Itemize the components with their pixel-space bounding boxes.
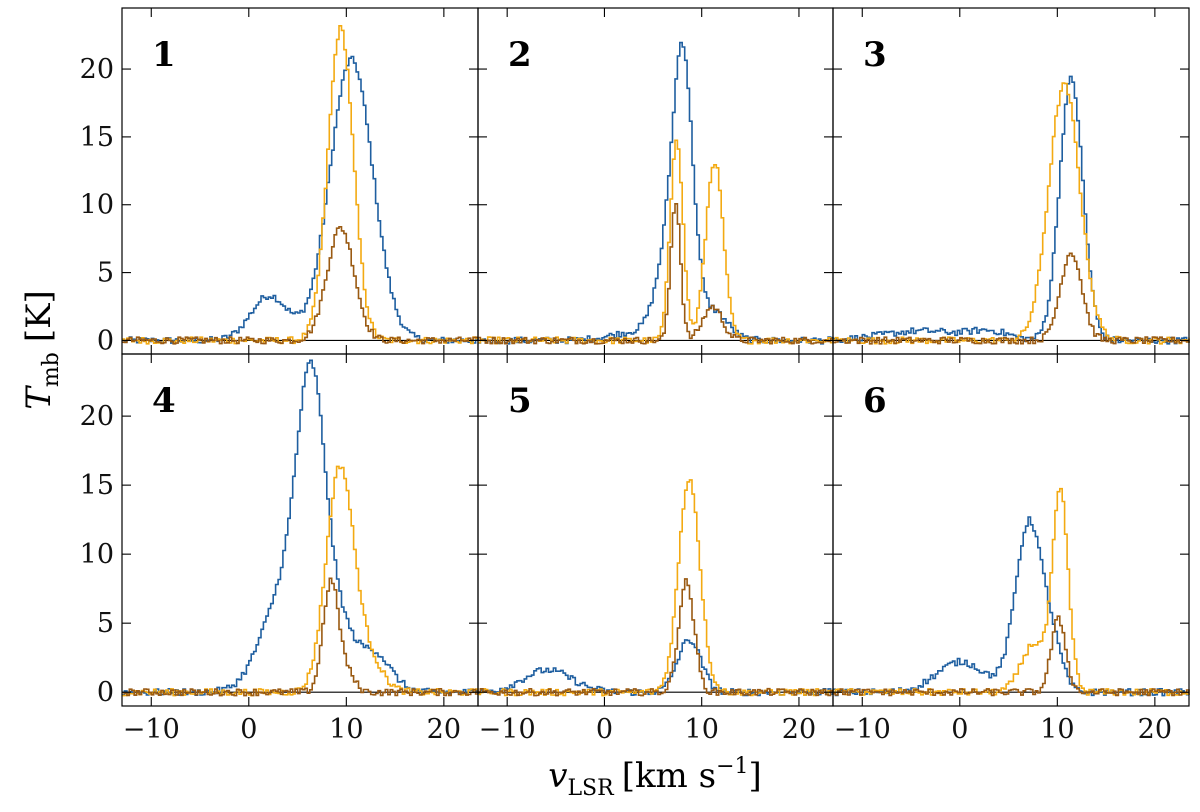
spectrum-blue	[478, 639, 834, 697]
x-tick-label: 0	[951, 714, 968, 745]
y-tick-label: 15	[80, 122, 114, 153]
y-axis-label: Tmb[K]	[19, 290, 64, 410]
y-tick-label: 0	[97, 677, 114, 708]
y-tick-label: 0	[97, 325, 114, 356]
panel-number-label: 5	[508, 381, 532, 421]
spectrum-blue	[122, 55, 479, 344]
x-tick-label: −10	[834, 714, 891, 745]
spectrum-orange	[478, 479, 834, 697]
spectrum-brown	[833, 615, 1190, 697]
x-tick-label: 0	[240, 714, 257, 745]
x-tick-label: 20	[427, 714, 461, 745]
y-tick-label: 5	[97, 258, 114, 289]
panel-3: 3	[832, 7, 1190, 355]
panel-5: −10 0 10 20 5	[477, 353, 834, 745]
panel-6: −10 0 10 20 6	[832, 353, 1190, 745]
panel-4: −10 0 10 20 0 5 10 15 20 4	[80, 353, 479, 745]
x-tick-label: 0	[596, 714, 613, 745]
y-tick-label: 10	[80, 190, 114, 221]
spectrum-orange	[122, 25, 478, 345]
panel-number-label: 4	[152, 381, 176, 421]
x-tick-label: −10	[123, 714, 180, 745]
spectrum-brown	[122, 577, 479, 697]
spectrum-brown	[478, 203, 834, 345]
spectrum-brown	[478, 578, 834, 697]
panel-number-label: 2	[508, 35, 532, 75]
y-tick-label: 15	[80, 470, 114, 501]
panel-2: 2	[477, 7, 834, 355]
x-tick-label: 20	[1138, 714, 1172, 745]
axis-labels: vLSR [km s−1] Tmb[K]	[19, 290, 762, 801]
panel-frame	[832, 353, 1190, 707]
panel-1: 0 5 10 15 20 1	[80, 7, 479, 356]
panel-number-label: 1	[152, 35, 176, 75]
panel-number-label: 3	[863, 35, 887, 75]
y-tick-label: 20	[80, 401, 114, 432]
x-axis-label: vLSR [km s−1]	[548, 754, 762, 801]
spectrum-orange	[833, 487, 1190, 697]
x-tick-label: 20	[782, 714, 816, 745]
y-tick-label: 10	[80, 539, 114, 570]
x-tick-label: 10	[329, 714, 363, 745]
y-tick-label: 20	[80, 54, 114, 85]
spectrum-blue	[478, 41, 834, 345]
panel-number-label: 6	[863, 381, 887, 421]
y-tick-label: 5	[97, 608, 114, 639]
spectrum-orange	[833, 82, 1190, 345]
spectrum-orange	[122, 465, 479, 697]
spectrum-blue	[833, 75, 1190, 345]
spectrum-brown	[122, 226, 478, 345]
x-tick-label: 10	[1040, 714, 1074, 745]
x-tick-label: −10	[479, 714, 536, 745]
spectrum-blue	[833, 516, 1190, 697]
spectrum-brown	[833, 252, 1190, 345]
x-tick-label: 10	[685, 714, 719, 745]
spectrum-orange	[478, 139, 834, 345]
